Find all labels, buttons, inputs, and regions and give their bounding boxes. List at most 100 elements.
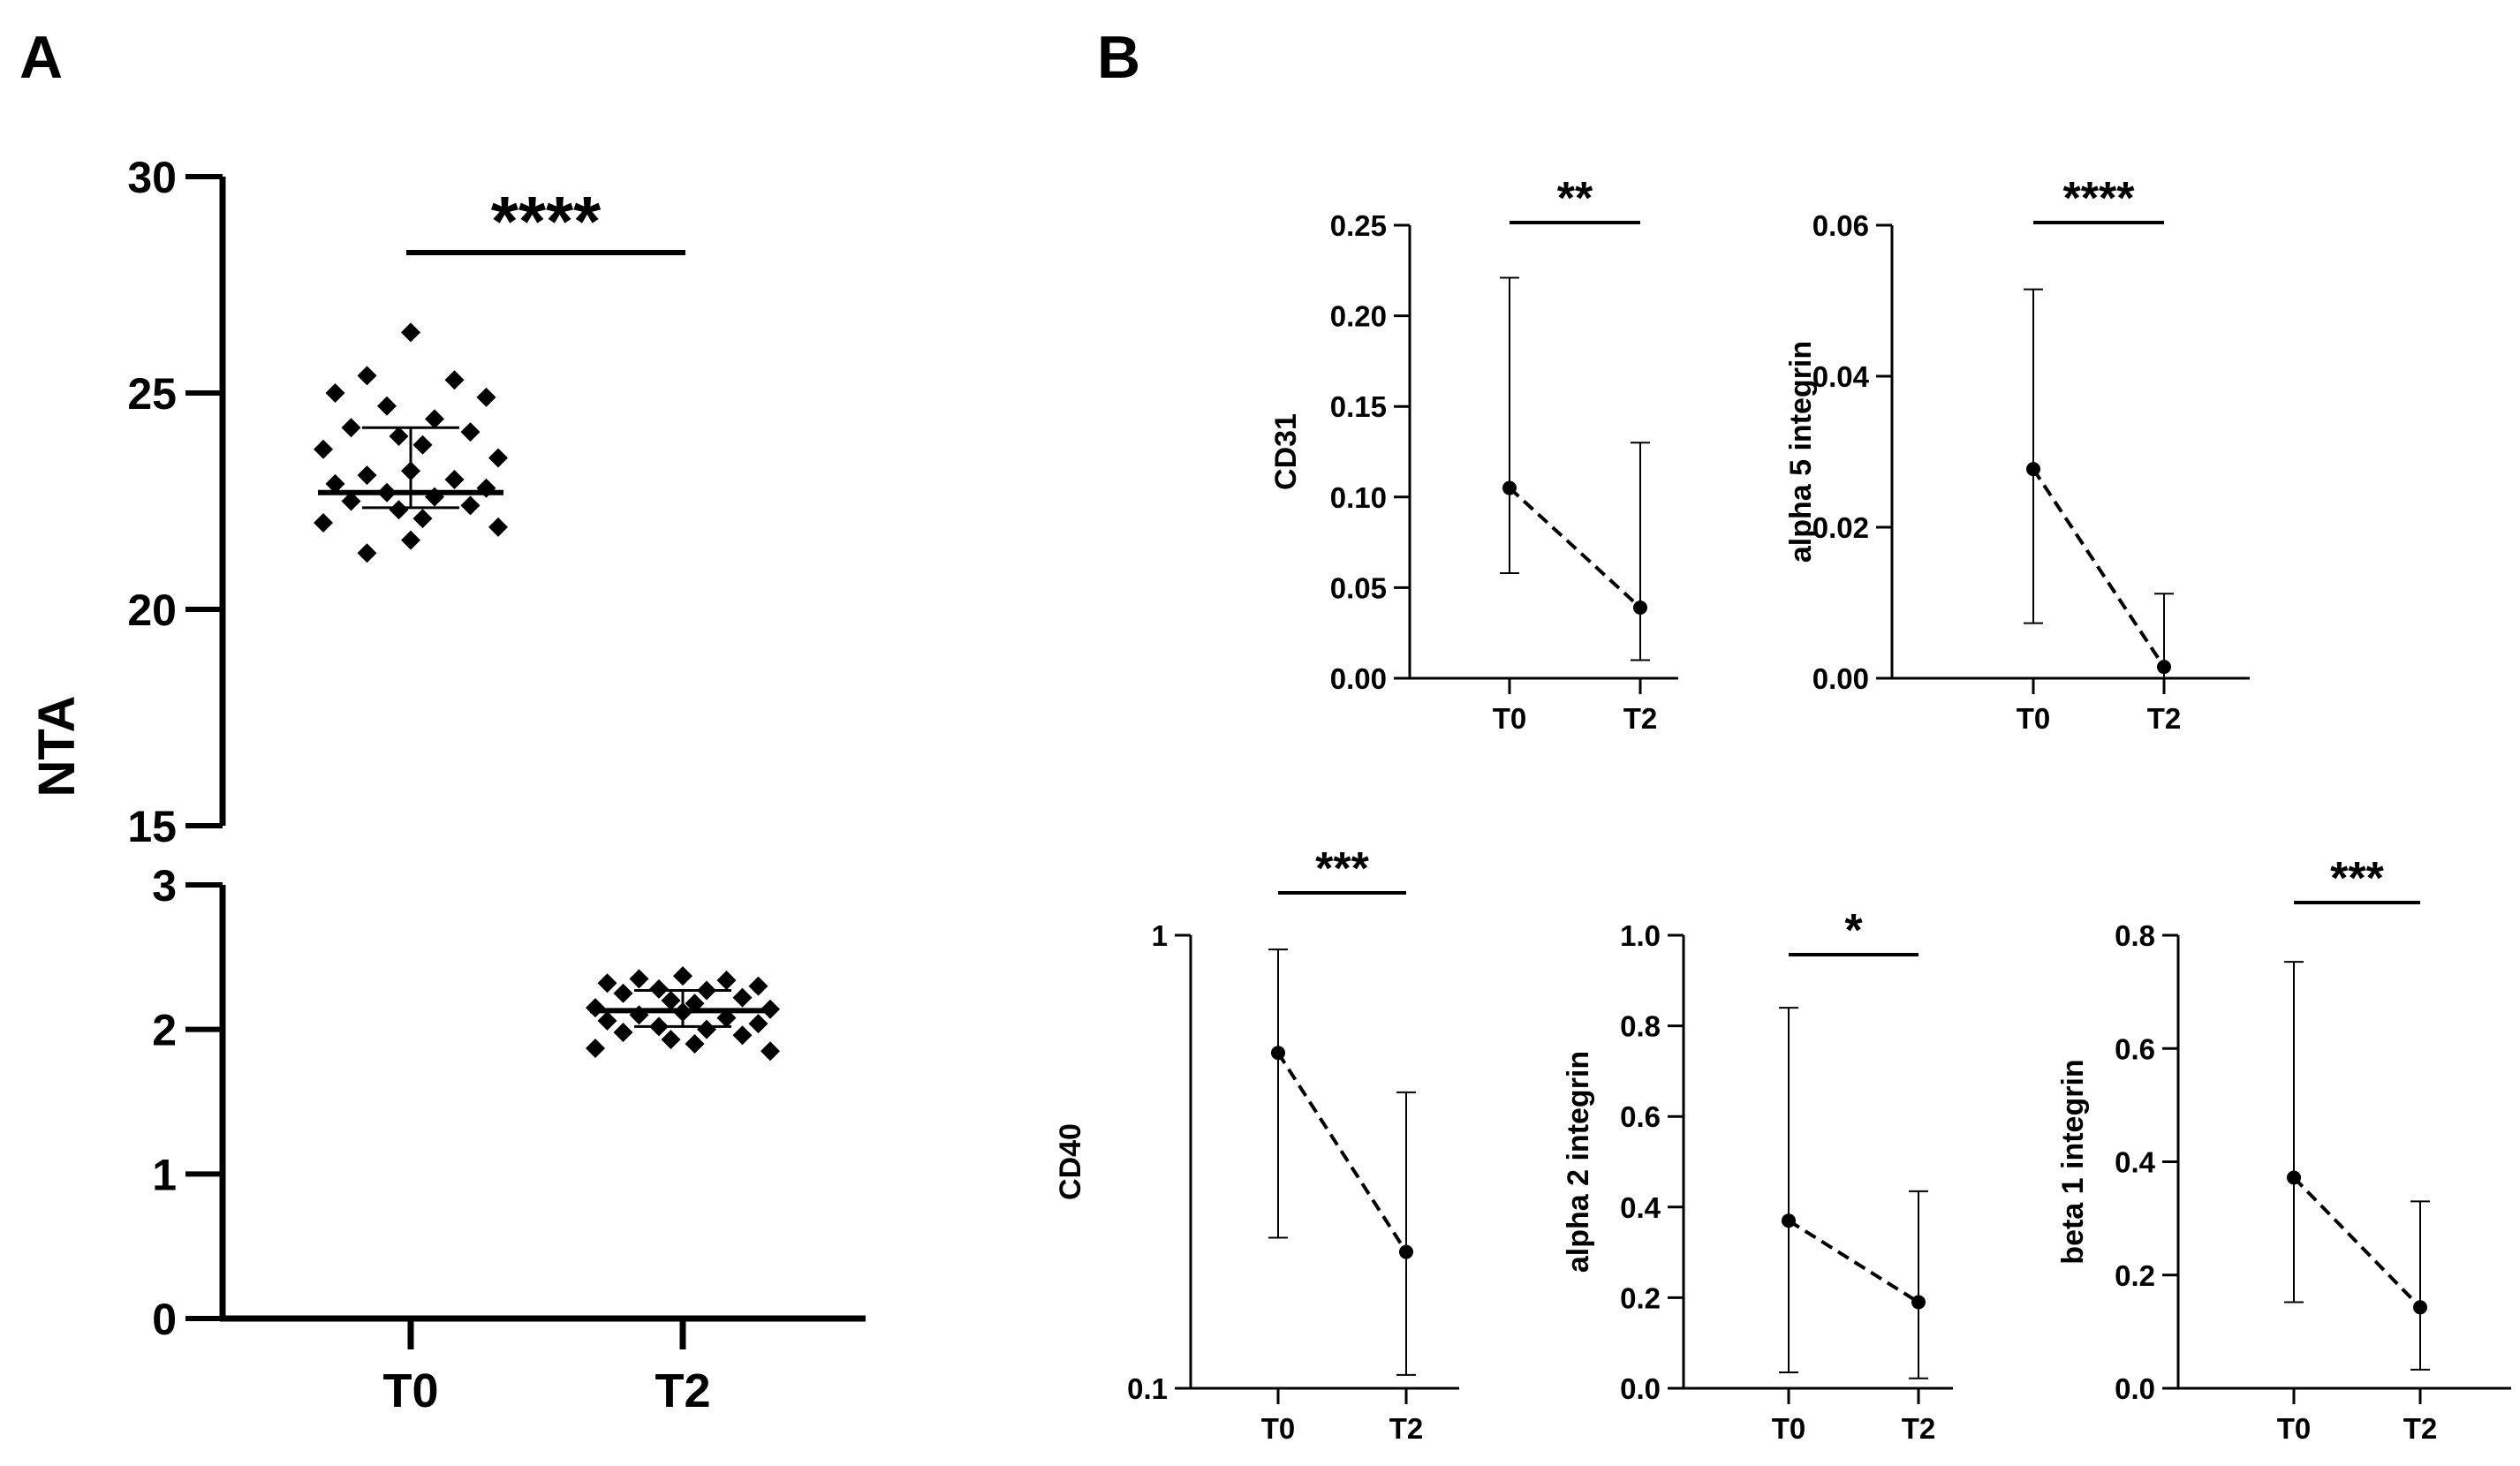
- data-point: [685, 1034, 705, 1054]
- data-point: [401, 530, 420, 550]
- data-point: [586, 1038, 605, 1058]
- series-line: [2292, 1176, 2422, 1309]
- subchart-cd40: 0.1 1 CD40 T0 T2 ***: [1054, 843, 1459, 1445]
- data-point: [1271, 1046, 1285, 1061]
- data-point: [488, 448, 508, 468]
- y-tick-label: 15: [127, 802, 177, 851]
- y-axis-label: beta 1 integrin: [2056, 1059, 2090, 1264]
- data-point: [613, 1022, 633, 1042]
- data-point: [748, 976, 768, 996]
- data-point: [357, 543, 377, 563]
- x-tick-label: T2: [2147, 702, 2182, 735]
- y-tick-label: 0.8: [2115, 919, 2155, 952]
- y-tick-label: 0.20: [1330, 300, 1387, 333]
- x-tick-label: T0: [2017, 702, 2051, 735]
- y-axis-label: CD31: [1269, 413, 1303, 490]
- data-point: [476, 387, 496, 407]
- y-tick-label: 0.1: [1127, 1372, 1168, 1405]
- data-point: [673, 966, 692, 986]
- x-tick-label: T2: [1389, 1412, 1424, 1445]
- y-tick-label: 30: [127, 153, 177, 202]
- y-tick-label: 0.04: [1812, 360, 1870, 393]
- y-tick-label: 1.0: [1620, 919, 1661, 952]
- significance-label: ***: [2330, 853, 2384, 904]
- x-tick-label: T2: [655, 1364, 710, 1417]
- data-point: [697, 1019, 716, 1039]
- data-point: [732, 987, 753, 1008]
- data-point: [389, 427, 409, 446]
- panel-label-a: A: [19, 24, 63, 91]
- data-point: [341, 418, 361, 438]
- subchart-alpha-2-integrin: 0.0 0.2 0.4 0.6 0.8 1.0 alpha 2 integrin T0 T2 *: [1562, 905, 1953, 1445]
- y-tick-label: 0.25: [1330, 209, 1387, 242]
- data-point: [401, 322, 420, 343]
- y-tick-label: 0.06: [1812, 209, 1869, 242]
- x-tick-label: T0: [1261, 1412, 1296, 1445]
- y-tick-label: 25: [127, 369, 177, 419]
- data-point: [629, 969, 649, 989]
- data-point: [444, 470, 465, 489]
- data-point: [586, 998, 605, 1018]
- y-tick-label: 0.4: [1620, 1191, 1661, 1224]
- x-tick-label: T0: [382, 1364, 438, 1417]
- data-point: [325, 473, 345, 494]
- x-tick-label: T2: [1902, 1412, 1936, 1445]
- data-point: [377, 396, 397, 416]
- y-axis-label: alpha 5 integrin: [1784, 341, 1818, 563]
- y-tick-label: 0.0: [2115, 1372, 2155, 1405]
- y-tick-label: 0.15: [1330, 390, 1387, 423]
- data-point: [341, 491, 361, 511]
- data-point: [425, 409, 444, 429]
- x-tick-label: T0: [2277, 1412, 2312, 1445]
- y-tick-label: 0.2: [1620, 1281, 1661, 1314]
- y-tick-label: 0.02: [1812, 511, 1869, 544]
- panel-a-nta-chart: 15 20 25 30 0 1 2 3 NTA T0 T2 ****: [28, 153, 866, 1417]
- data-point: [761, 1041, 780, 1062]
- data-point: [357, 465, 377, 486]
- data-point: [2287, 1170, 2301, 1185]
- series-line: [1508, 487, 1642, 609]
- y-axis-label: CD40: [1054, 1123, 1087, 1200]
- y-axis-label: alpha 2 integrin: [1562, 1051, 1595, 1273]
- data-point: [2157, 660, 2171, 675]
- x-tick-label: T2: [1623, 702, 1658, 735]
- x-tick-label: T0: [1772, 1412, 1806, 1445]
- data-point: [1502, 480, 1517, 495]
- significance-label: **: [1557, 173, 1593, 224]
- x-tick-label: T0: [1493, 702, 1527, 735]
- y-tick-label: 0.8: [1620, 1010, 1661, 1043]
- significance-label: *: [1844, 905, 1863, 956]
- data-point: [732, 1025, 753, 1046]
- subchart-beta-1-integrin: 0.0 0.2 0.4 0.6 0.8 beta 1 integrin T0 T2 ***: [2056, 853, 2511, 1445]
- y-tick-label: 0.6: [1620, 1100, 1661, 1133]
- data-point: [649, 979, 669, 999]
- y-tick-label: 1: [152, 1150, 177, 1199]
- significance-label: ***: [1315, 843, 1369, 895]
- y-tick-label: 0.2: [2115, 1259, 2155, 1292]
- data-point: [597, 1010, 617, 1031]
- y-tick-label: 0.6: [2115, 1032, 2155, 1065]
- data-point: [1782, 1213, 1796, 1228]
- data-point: [488, 517, 508, 537]
- data-point: [314, 513, 333, 533]
- data-point: [1633, 600, 1647, 615]
- panel-label-b: B: [1097, 24, 1140, 91]
- data-point: [2026, 462, 2040, 477]
- series-line: [1787, 1219, 1920, 1304]
- data-point: [444, 370, 465, 390]
- y-tick-label: 0: [152, 1295, 177, 1344]
- data-point: [412, 435, 433, 455]
- data-point: [716, 971, 737, 991]
- y-tick-label: 0.05: [1330, 571, 1387, 604]
- data-point: [460, 495, 481, 516]
- data-point: [1399, 1244, 1413, 1259]
- y-tick-label: 0.10: [1330, 481, 1387, 514]
- data-point: [412, 509, 433, 529]
- y-tick-label: 1: [1152, 919, 1168, 952]
- data-point: [314, 439, 333, 459]
- y-tick-label: 20: [127, 586, 177, 635]
- data-point: [613, 983, 633, 1003]
- subchart-cd31: 0.00 0.05 0.10 0.15 0.20 0.25 CD31 T0 T2 **: [1269, 173, 1678, 735]
